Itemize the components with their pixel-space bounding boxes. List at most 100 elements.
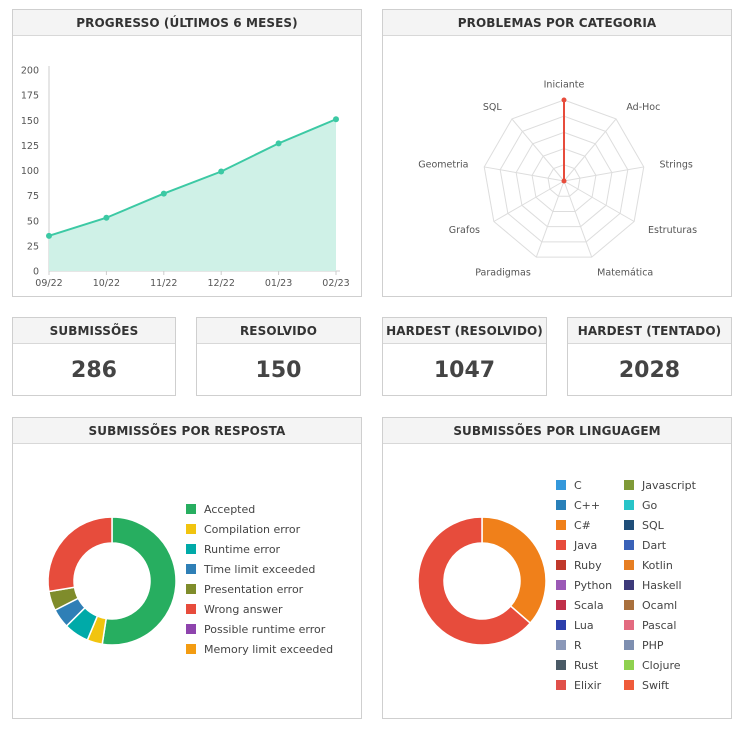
legend-swatch xyxy=(186,504,196,514)
languages-legend: C C++ C# Java Ruby Python Scala Lua R Rust Elixir J… xyxy=(556,479,726,699)
legend-item[interactable]: Scala xyxy=(556,599,604,613)
y-tick-label: 175 xyxy=(21,91,39,102)
radar-point xyxy=(561,97,567,103)
legend-item[interactable]: Compilation error xyxy=(186,523,300,537)
y-tick-label: 0 xyxy=(33,267,39,278)
legend-item[interactable]: Memory limit exceeded xyxy=(186,643,333,657)
stat-submissions: SUBMISSÕES 286 xyxy=(12,317,176,396)
categories-radar-chart: Iniciante Ad-Hoc Strings Estruturas Matemáti… xyxy=(418,80,697,279)
area-fill xyxy=(49,119,336,272)
languages-panel: SUBMISSÕES POR LINGUAGEM C C++ C# Java Ruby P… xyxy=(382,417,732,719)
legend-item[interactable]: Presentation error xyxy=(186,583,303,597)
languages-donut-chart xyxy=(417,516,547,646)
series-line xyxy=(48,118,337,237)
legend-item[interactable]: Swift xyxy=(624,679,669,693)
legend-label: Possible runtime error xyxy=(204,623,326,636)
legend-item[interactable]: Dart xyxy=(624,539,666,553)
legend-swatch xyxy=(624,580,634,590)
legend-label: Rust xyxy=(574,659,599,672)
legend-swatch xyxy=(186,644,196,654)
legend-swatch xyxy=(556,520,566,530)
categories-panel: PROBLEMAS POR CATEGORIA Iniciante Ad-Hoc S… xyxy=(382,9,732,297)
legend-item[interactable]: Ocaml xyxy=(624,599,677,613)
radar-point xyxy=(561,178,567,184)
radar-grid-ring xyxy=(515,131,613,228)
legend-item[interactable]: Kotlin xyxy=(624,559,673,573)
y-tick-label: 50 xyxy=(27,216,39,227)
legend-item[interactable]: SQL xyxy=(624,519,664,533)
legend-item[interactable]: C# xyxy=(556,519,591,533)
legend-swatch xyxy=(186,544,196,554)
legend-swatch xyxy=(556,660,566,670)
data-point xyxy=(275,140,282,147)
stat-submissions-label: SUBMISSÕES xyxy=(13,318,175,344)
progress-title: PROGRESSO (ÚLTIMOS 6 MESES) xyxy=(13,10,361,36)
donut-slice xyxy=(47,516,113,593)
legend-swatch xyxy=(624,480,634,490)
legend-swatch xyxy=(186,624,196,634)
legend-label: C++ xyxy=(574,499,601,512)
legend-label: Haskell xyxy=(642,579,682,592)
legend-item[interactable]: C xyxy=(556,479,582,493)
donut-slice xyxy=(417,516,532,646)
legend-swatch xyxy=(556,620,566,630)
radar-axis-label: Grafos xyxy=(449,225,480,236)
legend-label: Ruby xyxy=(574,559,602,572)
stat-hardest-attempted-value: 2028 xyxy=(618,358,681,383)
legend-label: Time limit exceeded xyxy=(204,563,316,576)
legend-item[interactable]: Java xyxy=(556,539,597,553)
legend-item[interactable]: Javascript xyxy=(624,479,696,493)
legend-item[interactable]: Accepted xyxy=(186,503,255,517)
x-tick-label: 12/22 xyxy=(208,278,235,289)
legend-label: Swift xyxy=(642,679,670,692)
radar-axis-label: Strings xyxy=(660,160,693,171)
legend-item[interactable]: Elixir xyxy=(556,679,601,693)
legend-item[interactable]: PHP xyxy=(624,639,664,653)
radar-grid-ring xyxy=(547,164,581,197)
radar-spoke xyxy=(563,180,593,258)
legend-label: Presentation error xyxy=(204,583,304,596)
x-tick-label: 02/23 xyxy=(322,278,349,289)
legend-item[interactable]: Python xyxy=(556,579,612,593)
legend-label: Java xyxy=(574,539,598,552)
legend-swatch xyxy=(186,584,196,594)
legend-item[interactable]: Go xyxy=(624,499,657,513)
legend-swatch xyxy=(556,600,566,610)
legend-swatch xyxy=(624,640,634,650)
legend-item[interactable]: R xyxy=(556,639,582,653)
legend-swatch xyxy=(556,480,566,490)
legend-label: Wrong answer xyxy=(204,603,283,616)
legend-item[interactable]: Wrong answer xyxy=(186,603,283,617)
legend-item[interactable]: Rust xyxy=(556,659,598,673)
legend-swatch xyxy=(624,500,634,510)
legend-label: Kotlin xyxy=(642,559,673,572)
radar-spoke xyxy=(535,180,565,258)
radar-axis-label: Matemática xyxy=(597,268,653,279)
radar-spoke xyxy=(563,166,644,182)
legend-label: Compilation error xyxy=(204,523,301,536)
y-tick-label: 100 xyxy=(21,166,39,177)
radar-axis-label: Iniciante xyxy=(544,80,585,91)
radar-axis-label: Paradigmas xyxy=(475,268,531,279)
stat-solved: RESOLVIDO 150 xyxy=(196,317,361,396)
legend-swatch xyxy=(556,640,566,650)
x-tick-label: 11/22 xyxy=(150,278,177,289)
legend-item[interactable]: Time limit exceeded xyxy=(186,563,315,577)
legend-item[interactable]: Runtime error xyxy=(186,543,280,557)
legend-swatch xyxy=(556,680,566,690)
y-tick-label: 200 xyxy=(21,66,39,77)
legend-label: Javascript xyxy=(642,479,696,492)
progress-area-chart: 0 25 50 75 100 125 150 175 200 09/22 10/22 11/22 12/… xyxy=(21,66,350,290)
y-tick-label: 150 xyxy=(21,116,39,127)
legend-item[interactable]: Possible runtime error xyxy=(186,623,325,637)
stat-solved-value: 150 xyxy=(255,358,302,383)
legend-item[interactable]: Lua xyxy=(556,619,594,633)
data-point xyxy=(46,232,52,239)
legend-item[interactable]: C++ xyxy=(556,499,600,513)
legend-item[interactable]: Ruby xyxy=(556,559,602,573)
legend-item[interactable]: Haskell xyxy=(624,579,682,593)
radar-axis-label: Geometria xyxy=(418,160,468,171)
x-tick-label: 10/22 xyxy=(93,278,120,289)
legend-item[interactable]: Pascal xyxy=(624,619,676,633)
legend-item[interactable]: Clojure xyxy=(624,659,681,673)
